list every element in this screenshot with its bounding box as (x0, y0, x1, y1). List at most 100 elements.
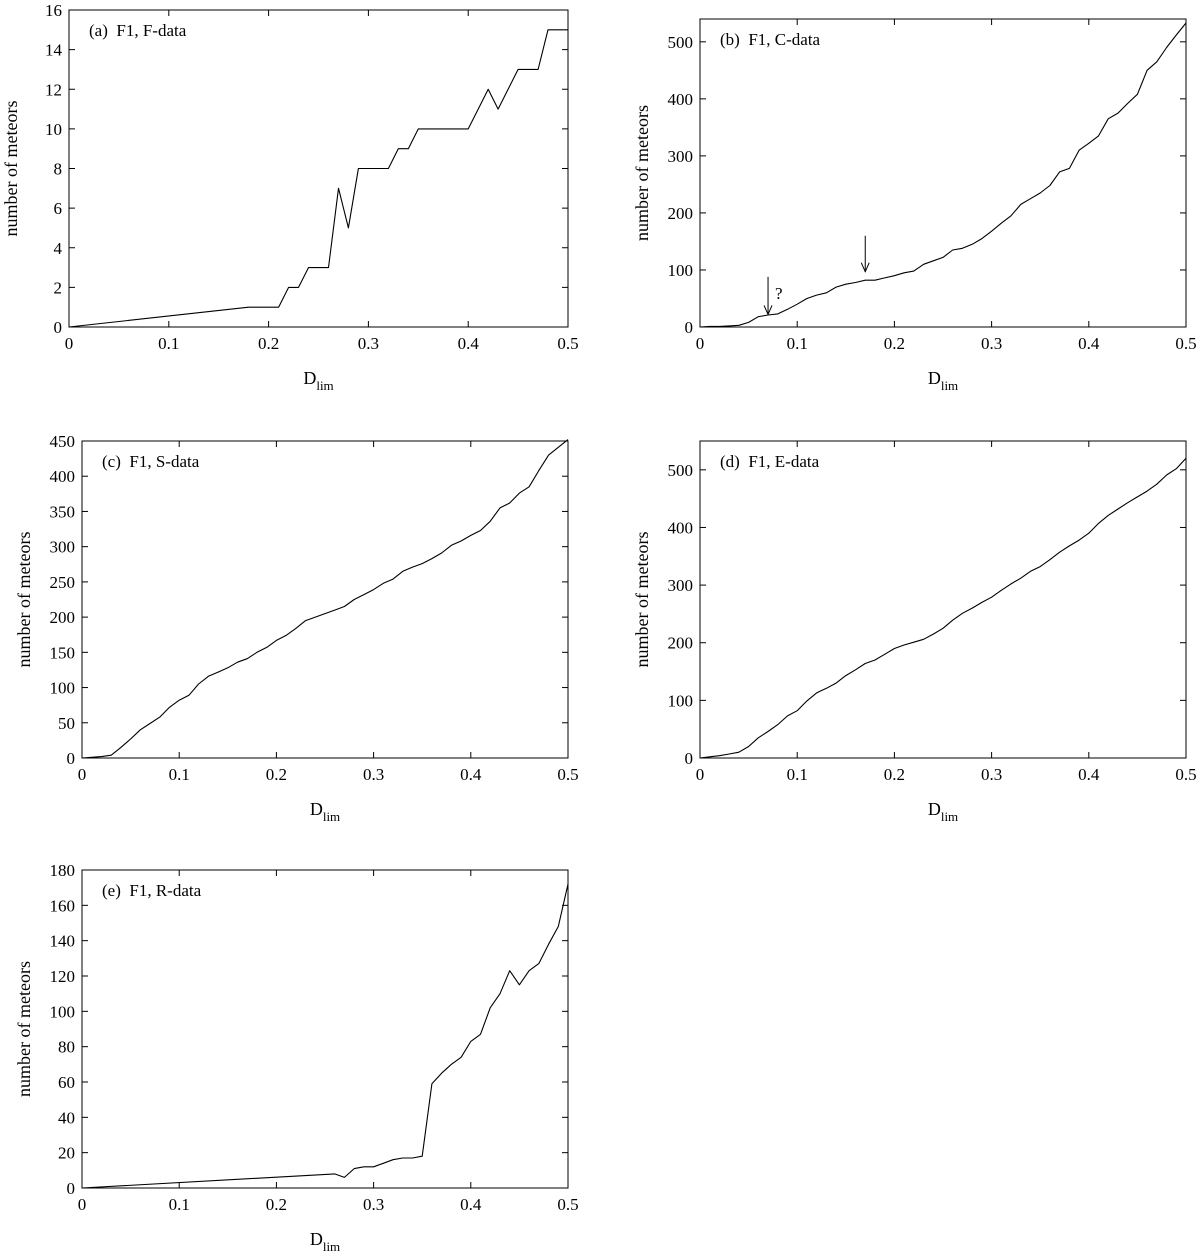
y-tick-label: 0 (685, 749, 694, 768)
y-tick-label: 300 (668, 147, 694, 166)
panel-label: (d) F1, E-data (720, 452, 820, 471)
x-tick-label: 0.5 (1175, 765, 1196, 784)
annotation-arrow-head (763, 305, 773, 316)
x-tick-label: 0.2 (884, 334, 905, 353)
series-line (68, 29, 568, 328)
panel-label: (a) F1, F-data (89, 21, 187, 40)
y-axis-label: number of meteors (1, 101, 21, 237)
y-tick-label: 2 (54, 278, 63, 297)
x-tick-label: 0.4 (1078, 765, 1100, 784)
y-axis-label: number of meteors (632, 532, 652, 668)
x-tick-label: 0.3 (363, 765, 384, 784)
x-tick-label: 0.4 (1078, 334, 1100, 353)
x-tick-label: 0.2 (258, 334, 279, 353)
y-tick-label: 300 (668, 576, 694, 595)
x-tick-label: 0.2 (266, 1195, 287, 1214)
x-axis-label: Dlim (928, 799, 958, 824)
y-tick-label: 100 (668, 261, 694, 280)
y-tick-label: 140 (50, 932, 76, 951)
panel-label: (c) F1, S-data (102, 452, 200, 471)
y-tick-label: 16 (45, 1, 62, 20)
annotation-label: ? (775, 284, 783, 303)
y-tick-label: 0 (67, 749, 76, 768)
x-tick-label: 0.2 (266, 765, 287, 784)
y-tick-label: 350 (50, 502, 76, 521)
x-tick-label: 0.4 (460, 765, 482, 784)
x-tick-label: 0.3 (981, 765, 1002, 784)
y-tick-label: 100 (50, 1002, 76, 1021)
y-tick-label: 200 (668, 634, 694, 653)
y-axis-label: number of meteors (14, 532, 34, 668)
x-axis-label: Dlim (310, 1229, 340, 1252)
plot-frame (699, 440, 1187, 759)
chart-panel-c: 0 0.1 0.2 0.3 0.4 0.5 0 50 100 150 200 250 300 350 400… (14, 432, 579, 824)
chart-panel-d: 0 0.1 0.2 0.3 0.4 0.5 0 100 200 300 400 500 (d) F1, … (632, 440, 1197, 824)
series-line (81, 439, 569, 759)
y-tick-label: 80 (58, 1038, 75, 1057)
y-tick-label: 60 (58, 1073, 75, 1092)
y-tick-label: 6 (54, 199, 63, 218)
x-tick-label: 0.1 (787, 765, 808, 784)
y-tick-label: 10 (45, 120, 62, 139)
y-tick-label: 4 (54, 239, 63, 258)
panel-label: (e) F1, R-data (102, 881, 202, 900)
y-tick-label: 150 (50, 643, 76, 662)
y-axis-label: number of meteors (14, 961, 34, 1097)
x-tick-label: 0.1 (787, 334, 808, 353)
x-tick-label: 0.4 (460, 1195, 482, 1214)
y-tick-label: 180 (50, 861, 76, 880)
x-tick-label: 0 (696, 334, 705, 353)
y-tick-label: 400 (668, 90, 694, 109)
chart-panel-e: 0 0.1 0.2 0.3 0.4 0.5 0 20 40 60 80 100 120 140 160 180… (14, 861, 579, 1254)
chart-panel-a: 0 0.1 0.2 0.3 0.4 0.5 0 2 4 6 8 10 12 14 16 (a) F1, F-d… (1, 1, 579, 393)
panel-label: (b) F1, C-data (720, 30, 821, 49)
y-axis-label: number of meteors (632, 105, 652, 241)
x-axis-label: Dlim (310, 799, 340, 824)
x-axis-label: Dlim (928, 368, 958, 393)
x-tick-label: 0.3 (981, 334, 1002, 353)
x-tick-label: 0.3 (358, 334, 379, 353)
series-line (699, 22, 1187, 328)
y-tick-label: 0 (54, 318, 63, 337)
x-tick-label: 0.4 (458, 334, 480, 353)
series-line (699, 457, 1187, 759)
x-tick-label: 0.1 (169, 1195, 190, 1214)
y-tick-label: 160 (50, 896, 76, 915)
plot-frame (68, 9, 569, 328)
x-tick-label: 0.3 (363, 1195, 384, 1214)
y-tick-label: 200 (668, 204, 694, 223)
y-tick-label: 500 (668, 33, 694, 52)
y-tick-label: 400 (668, 518, 694, 537)
y-tick-label: 500 (668, 461, 694, 480)
y-tick-label: 12 (45, 80, 62, 99)
y-tick-label: 0 (67, 1179, 76, 1198)
y-tick-label: 20 (58, 1144, 75, 1163)
y-tick-label: 450 (50, 432, 76, 451)
y-tick-label: 14 (45, 41, 63, 60)
x-tick-label: 0 (65, 334, 74, 353)
plot-frame (81, 869, 569, 1189)
y-tick-label: 200 (50, 608, 76, 627)
x-tick-label: 0.2 (884, 765, 905, 784)
x-tick-label: 0.1 (158, 334, 179, 353)
x-tick-label: 0 (78, 765, 87, 784)
y-tick-label: 50 (58, 714, 75, 733)
x-tick-label: 0.5 (557, 765, 578, 784)
y-tick-label: 250 (50, 573, 76, 592)
x-tick-label: 0.1 (169, 765, 190, 784)
x-tick-label: 0.5 (1175, 334, 1196, 353)
x-tick-label: 0 (696, 765, 705, 784)
y-tick-label: 120 (50, 967, 76, 986)
x-tick-label: 0 (78, 1195, 87, 1214)
y-tick-label: 40 (58, 1108, 75, 1127)
x-tick-label: 0.5 (557, 334, 578, 353)
y-tick-label: 100 (50, 679, 76, 698)
y-tick-label: 0 (685, 318, 694, 337)
x-tick-label: 0.5 (557, 1195, 578, 1214)
chart-panel-b: 0 0.1 0.2 0.3 0.4 0.5 0 100 200 300 400 500 (b) F1, … (632, 18, 1197, 393)
plot-frame (699, 18, 1187, 328)
y-tick-label: 8 (54, 160, 63, 179)
y-tick-label: 100 (668, 691, 694, 710)
plot-frame (81, 440, 569, 759)
